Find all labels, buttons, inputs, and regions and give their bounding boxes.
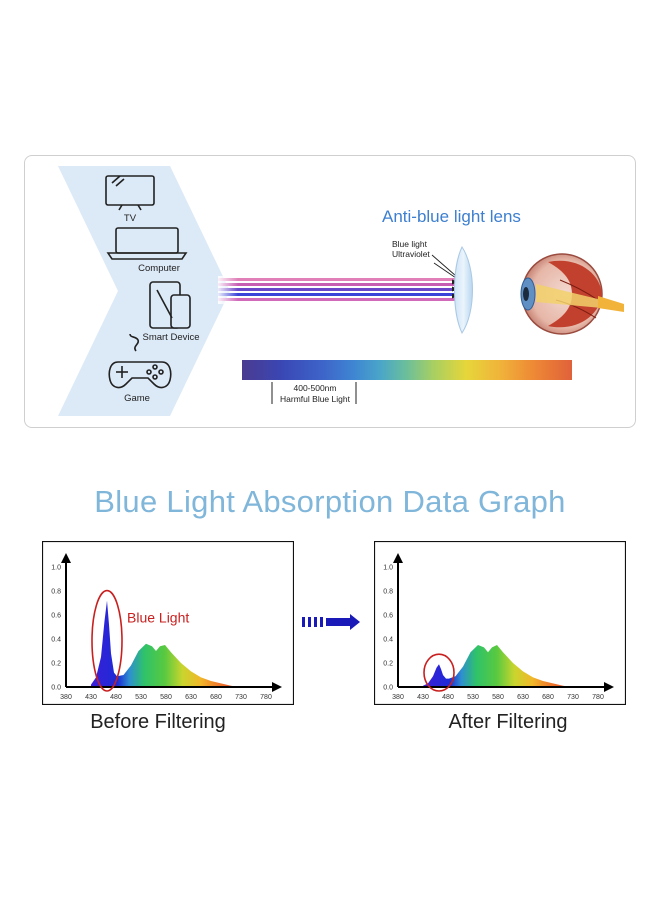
ultraviolet-pointer [433, 262, 457, 279]
x-tick-label: 380 [392, 694, 404, 701]
spectrum-range-label: 400-500nm Harmful Blue Light [272, 383, 358, 405]
chart-before-filtering: 380 430 480 530 580 630 680 730 780 0.0 0.2 0.4 0.6 0… [42, 541, 294, 705]
x-tick-label: 530 [135, 694, 147, 701]
x-axis-arrow [604, 682, 614, 692]
tablet-phone-icon [149, 281, 191, 329]
spectrum-range-nm: 400-500nm [293, 383, 337, 393]
x-tick-label: 480 [442, 694, 454, 701]
y-tick-label: 1.0 [383, 565, 393, 572]
y-tick-label: 0.4 [383, 637, 393, 644]
lens-shape [454, 245, 473, 335]
ray-label-ultraviolet: Ultraviolet [392, 249, 430, 259]
spectrum-range-desc: Harmful Blue Light [280, 394, 350, 404]
caption-after-filtering: After Filtering [448, 711, 568, 733]
device-label-tv: TV [123, 213, 137, 224]
spectrum-area [91, 600, 239, 687]
y-tick-label: 0.6 [383, 613, 393, 620]
y-tick-label: 0.2 [383, 661, 393, 668]
light-rays [218, 276, 460, 304]
x-tick-label: 780 [260, 694, 272, 701]
x-tick-label: 680 [542, 694, 554, 701]
x-tick-label: 580 [492, 694, 504, 701]
y-tick-label: 0.8 [51, 589, 61, 596]
x-tick-label: 680 [210, 694, 222, 701]
chart-after-filtering: 380 430 480 530 580 630 680 730 780 0.0 0.2 0.4 0.6 0… [374, 541, 626, 705]
device-label-game: Game [124, 393, 150, 404]
blue-light-annotation: Blue Light [127, 610, 189, 626]
device-label-smart-device: Smart Device [142, 332, 200, 343]
y-axis-arrow [61, 553, 71, 563]
y-tick-label: 0.6 [51, 613, 61, 620]
x-axis-arrow [272, 682, 282, 692]
diagram-graphics [58, 166, 624, 416]
x-tick-label: 530 [467, 694, 479, 701]
y-tick-label: 0.0 [383, 685, 393, 692]
x-tick-label: 430 [85, 694, 97, 701]
blue-light-pointer [431, 254, 457, 277]
device-chevron-backdrop [58, 166, 230, 416]
x-tick-label: 780 [592, 694, 604, 701]
x-tick-label: 630 [517, 694, 529, 701]
ray-label-blue-light: Blue light [392, 239, 427, 249]
laptop-icon [106, 227, 188, 260]
gamepad-icon [108, 333, 172, 389]
x-tick-label: 480 [110, 694, 122, 701]
x-tick-label: 630 [185, 694, 197, 701]
spectrum-area [423, 645, 571, 687]
x-tick-label: 380 [60, 694, 72, 701]
x-tick-label: 730 [235, 694, 247, 701]
device-label-computer: Computer [138, 263, 180, 274]
x-tick-label: 580 [160, 694, 172, 701]
y-tick-label: 0.0 [51, 685, 61, 692]
y-tick-label: 0.2 [51, 661, 61, 668]
spectrum-range-bracket [271, 382, 357, 404]
x-tick-label: 730 [567, 694, 579, 701]
lens-title: Anti-blue light lens [382, 207, 521, 226]
y-axis-arrow [393, 553, 403, 563]
x-tick-label: 430 [417, 694, 429, 701]
eye-illustration [520, 253, 624, 335]
section-title: Blue Light Absorption Data Graph [94, 484, 566, 519]
tv-icon [105, 175, 155, 211]
chart-frame [42, 541, 294, 705]
y-tick-label: 0.8 [383, 589, 393, 596]
visible-spectrum-bar [242, 360, 572, 380]
blue-light-highlight [423, 653, 455, 692]
y-tick-label: 0.4 [51, 637, 61, 644]
y-tick-label: 1.0 [51, 565, 61, 572]
blue-light-highlight [91, 589, 123, 692]
transition-arrow [302, 614, 360, 630]
caption-before-filtering: Before Filtering [90, 711, 226, 733]
